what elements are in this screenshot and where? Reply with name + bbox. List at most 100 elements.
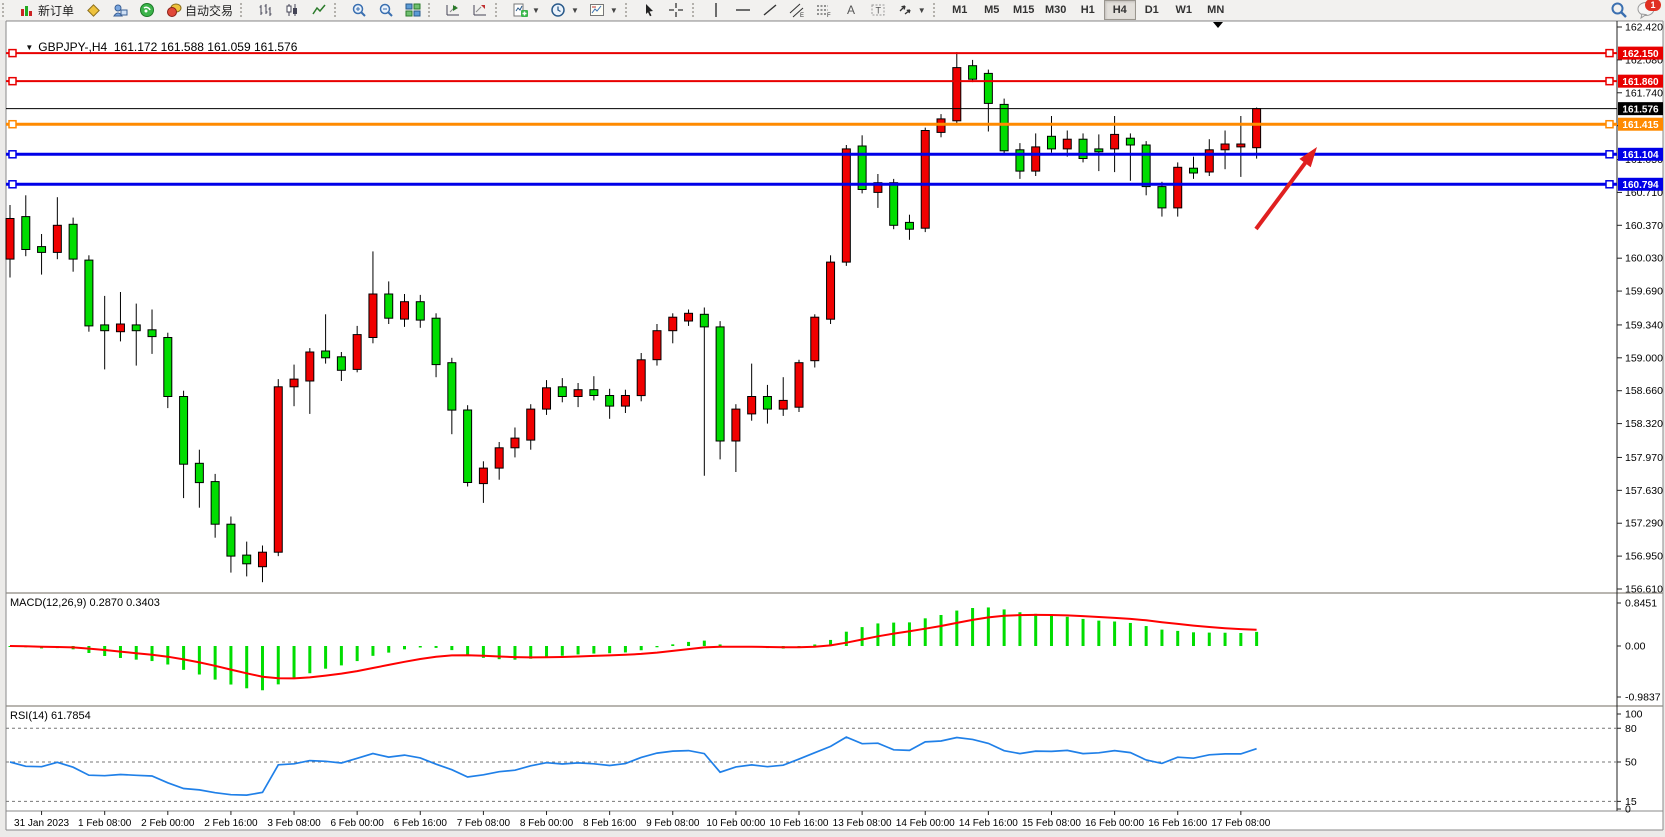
chart-plot-area[interactable] bbox=[6, 21, 1663, 830]
svg-text:2 Feb 00:00: 2 Feb 00:00 bbox=[141, 818, 195, 829]
templates-button[interactable]: ▼ bbox=[584, 0, 623, 20]
equidistant-channel-icon: E bbox=[789, 2, 806, 18]
svg-text:161.104: 161.104 bbox=[1622, 150, 1659, 161]
fibonacci-tool-button[interactable]: F bbox=[811, 0, 838, 20]
svg-text:8 Feb 00:00: 8 Feb 00:00 bbox=[520, 818, 574, 829]
svg-text:E: E bbox=[800, 13, 804, 18]
autotrading-label: 自动交易 bbox=[185, 3, 234, 18]
timeframe-w1-button[interactable]: W1 bbox=[1175, 4, 1192, 16]
svg-text:8 Feb 16:00: 8 Feb 16:00 bbox=[583, 818, 637, 829]
text-label-tool-button[interactable]: T bbox=[865, 0, 892, 20]
periods-button[interactable]: ▼ bbox=[545, 0, 584, 20]
vertical-line-icon bbox=[708, 2, 725, 18]
channel-tool-button[interactable]: E bbox=[784, 0, 811, 20]
toolbar-grip[interactable] bbox=[2, 3, 11, 17]
svg-text:161.576: 161.576 bbox=[1622, 104, 1659, 115]
crosshair-tool-button[interactable] bbox=[663, 0, 690, 20]
market-watch-button[interactable] bbox=[79, 0, 106, 20]
svg-text:158.320: 158.320 bbox=[1625, 418, 1663, 430]
timeframe-h1-button[interactable]: H1 bbox=[1080, 4, 1095, 16]
candlestick-chart-button[interactable] bbox=[278, 0, 305, 20]
line-chart-icon bbox=[310, 2, 327, 18]
svg-text:161.740: 161.740 bbox=[1625, 87, 1663, 99]
svg-text:6 Feb 00:00: 6 Feb 00:00 bbox=[330, 818, 384, 829]
symbol-period: GBPJPY-,H4 bbox=[38, 40, 108, 54]
zoom-out-button[interactable] bbox=[372, 0, 399, 20]
svg-text:160.794: 160.794 bbox=[1622, 180, 1659, 191]
rsi-indicator-label: RSI(14) 61.7854 bbox=[10, 710, 91, 722]
trendline-icon bbox=[762, 2, 779, 18]
clock-icon bbox=[550, 2, 567, 18]
text-label-icon: T bbox=[870, 2, 887, 18]
collapse-triangle-icon[interactable]: ▼ bbox=[25, 43, 34, 52]
bar-chart-button[interactable] bbox=[251, 0, 278, 20]
svg-text:156.610: 156.610 bbox=[1625, 584, 1663, 596]
indicators-button[interactable]: ▼ bbox=[506, 0, 545, 20]
timeframe-m1-button[interactable]: M1 bbox=[952, 4, 968, 16]
timeframe-mn-button[interactable]: MN bbox=[1207, 4, 1225, 16]
auto-scroll-button[interactable] bbox=[439, 0, 466, 20]
toolbar-grip[interactable] bbox=[932, 3, 942, 17]
svg-text:2 Feb 16:00: 2 Feb 16:00 bbox=[204, 818, 258, 829]
arrow-annotation[interactable] bbox=[1254, 158, 1310, 231]
timeframe-toolbar: M1 M5 M15 M30 H1 H4 D1 W1 MN bbox=[944, 0, 1232, 20]
candlestick-chart-icon bbox=[283, 2, 300, 18]
fibonacci-icon: F bbox=[816, 2, 833, 18]
toolbar-grip[interactable] bbox=[334, 3, 343, 17]
cursor-tool-button[interactable] bbox=[636, 0, 663, 20]
tile-windows-button[interactable] bbox=[399, 0, 426, 20]
arrow-annotation-head[interactable] bbox=[1299, 147, 1317, 168]
new-order-button[interactable]: 新订单 bbox=[13, 0, 79, 20]
signals-button[interactable] bbox=[133, 0, 160, 20]
toolbar-grip[interactable] bbox=[428, 3, 437, 17]
chart-shift-marker[interactable] bbox=[1213, 22, 1223, 28]
add-indicator-icon bbox=[511, 2, 528, 18]
timeframe-h4-button[interactable]: H4 bbox=[1103, 0, 1136, 20]
time-axis[interactable]: 31 Jan 2023 1 Feb 08:00 2 Feb 00:00 2 Feb 1… bbox=[14, 811, 1271, 829]
line-chart-button[interactable] bbox=[305, 0, 332, 20]
svg-text:161.860: 161.860 bbox=[1622, 77, 1659, 88]
svg-text:0: 0 bbox=[1625, 804, 1631, 816]
svg-text:0.00: 0.00 bbox=[1625, 641, 1646, 653]
horizontal-line-tool-button[interactable] bbox=[730, 0, 757, 20]
svg-text:16 Feb 16:00: 16 Feb 16:00 bbox=[1148, 818, 1207, 829]
toolbar-grip[interactable] bbox=[495, 3, 504, 17]
chart-shift-button[interactable] bbox=[466, 0, 493, 20]
svg-text:162.150: 162.150 bbox=[1622, 49, 1659, 60]
dropdown-caret-icon: ▼ bbox=[570, 5, 579, 15]
autotrading-button[interactable]: 自动交易 bbox=[160, 0, 238, 20]
toolbar-grip[interactable] bbox=[691, 3, 701, 17]
svg-text:162.420: 162.420 bbox=[1625, 22, 1663, 34]
template-icon bbox=[589, 2, 606, 18]
toolbar-grip[interactable] bbox=[624, 3, 634, 17]
cursor-icon bbox=[641, 2, 658, 18]
svg-text:160.030: 160.030 bbox=[1625, 253, 1663, 265]
tile-windows-icon bbox=[404, 2, 421, 18]
svg-text:3 Feb 08:00: 3 Feb 08:00 bbox=[267, 818, 321, 829]
svg-text:17 Feb 08:00: 17 Feb 08:00 bbox=[1211, 818, 1270, 829]
market-watch-icon bbox=[84, 2, 101, 18]
svg-text:159.000: 159.000 bbox=[1625, 352, 1663, 364]
zoom-in-button[interactable] bbox=[345, 0, 372, 20]
timeframe-d1-button[interactable]: D1 bbox=[1144, 4, 1159, 16]
timeframe-m5-button[interactable]: M5 bbox=[984, 4, 1000, 16]
data-window-icon bbox=[111, 2, 128, 18]
signals-icon bbox=[138, 2, 155, 18]
data-window-button[interactable] bbox=[106, 0, 133, 20]
vertical-line-tool-button[interactable] bbox=[703, 0, 730, 20]
chat-badge: 1 bbox=[1645, 0, 1661, 11]
arrows-tool-button[interactable]: ▼ bbox=[892, 0, 931, 20]
text-tool-button[interactable]: A bbox=[838, 0, 865, 20]
svg-text:10 Feb 16:00: 10 Feb 16:00 bbox=[770, 818, 829, 829]
timeframe-m15-button[interactable]: M15 bbox=[1013, 4, 1035, 16]
toolbar-grip[interactable] bbox=[240, 3, 249, 17]
timeframe-m30-button[interactable]: M30 bbox=[1045, 4, 1067, 16]
search-icon[interactable] bbox=[1610, 2, 1627, 18]
svg-text:80: 80 bbox=[1625, 723, 1637, 735]
chat-button[interactable]: 1 bbox=[1637, 0, 1661, 20]
svg-text:50: 50 bbox=[1625, 757, 1637, 769]
trendline-tool-button[interactable] bbox=[757, 0, 784, 20]
svg-text:15: 15 bbox=[1625, 796, 1637, 808]
chart-canvas[interactable]: 162.420162.080161.740161.400161.050160.7… bbox=[0, 20, 1665, 837]
